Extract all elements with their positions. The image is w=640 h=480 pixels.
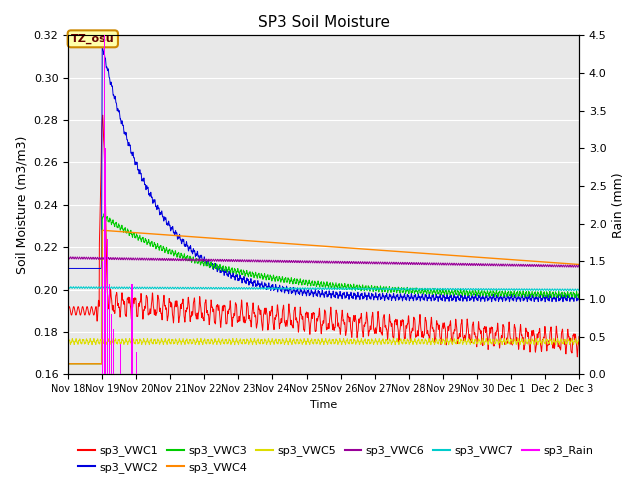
- sp3_VWC2: [575, 292, 583, 298]
- sp3_VWC3: [349, 284, 357, 290]
- sp3_VWC5: [534, 342, 541, 348]
- sp3_VWC6: [65, 254, 72, 260]
- sp3_VWC5: [545, 340, 552, 346]
- sp3_VWC3: [545, 295, 552, 300]
- sp3_VWC2: [472, 291, 479, 297]
- sp3_VWC1: [64, 308, 72, 314]
- sp3_VWC3: [530, 292, 538, 298]
- sp3_VWC5: [575, 336, 583, 342]
- sp3_VWC2: [541, 299, 549, 305]
- sp3_VWC2: [339, 296, 346, 301]
- sp3_VWC7: [349, 285, 357, 291]
- Bar: [136, 352, 137, 374]
- sp3_VWC7: [575, 288, 583, 294]
- sp3_VWC5: [64, 338, 72, 344]
- sp3_VWC6: [64, 254, 72, 260]
- sp3_VWC5: [472, 337, 479, 343]
- sp3_VWC3: [575, 290, 583, 296]
- sp3_VWC4: [349, 245, 357, 251]
- sp3_VWC7: [64, 284, 72, 289]
- Bar: [109, 284, 110, 374]
- sp3_VWC1: [573, 354, 581, 360]
- Line: sp3_VWC7: sp3_VWC7: [68, 287, 579, 291]
- sp3_VWC3: [100, 211, 108, 216]
- sp3_VWC1: [99, 112, 106, 118]
- sp3_VWC2: [349, 295, 357, 300]
- Line: sp3_VWC6: sp3_VWC6: [68, 257, 579, 267]
- Y-axis label: Rain (mm): Rain (mm): [612, 172, 625, 238]
- sp3_VWC5: [207, 340, 214, 346]
- sp3_VWC4: [207, 235, 214, 241]
- sp3_VWC7: [339, 287, 346, 292]
- sp3_VWC5: [530, 341, 538, 347]
- sp3_VWC2: [207, 261, 214, 267]
- Bar: [113, 329, 114, 374]
- sp3_VWC6: [472, 262, 479, 267]
- Y-axis label: Soil Moisture (m3/m3): Soil Moisture (m3/m3): [15, 136, 28, 274]
- sp3_VWC3: [64, 361, 72, 367]
- sp3_VWC1: [545, 341, 552, 347]
- sp3_VWC1: [339, 307, 346, 313]
- sp3_VWC4: [472, 254, 479, 260]
- sp3_VWC6: [575, 263, 583, 268]
- sp3_VWC7: [65, 284, 72, 289]
- sp3_VWC6: [545, 263, 552, 269]
- sp3_VWC6: [349, 260, 357, 265]
- sp3_VWC3: [472, 289, 479, 295]
- Bar: [102, 262, 103, 374]
- sp3_VWC5: [338, 341, 346, 347]
- sp3_VWC7: [545, 288, 552, 293]
- Line: sp3_VWC1: sp3_VWC1: [68, 115, 579, 357]
- sp3_VWC2: [64, 265, 72, 271]
- Bar: [111, 314, 112, 374]
- sp3_VWC2: [545, 296, 552, 301]
- sp3_VWC4: [530, 258, 538, 264]
- Line: sp3_VWC3: sp3_VWC3: [68, 214, 579, 364]
- Legend: sp3_VWC1, sp3_VWC2, sp3_VWC3, sp3_VWC4, sp3_VWC5, sp3_VWC6, sp3_VWC7, sp3_Rain: sp3_VWC1, sp3_VWC2, sp3_VWC3, sp3_VWC4, …: [74, 441, 598, 477]
- Bar: [105, 148, 106, 374]
- sp3_VWC6: [339, 259, 346, 265]
- sp3_VWC1: [472, 334, 479, 339]
- sp3_VWC6: [530, 262, 538, 268]
- sp3_VWC5: [536, 336, 543, 341]
- sp3_VWC4: [99, 228, 106, 233]
- Text: TZ_osu: TZ_osu: [71, 34, 115, 44]
- sp3_VWC7: [530, 287, 538, 292]
- sp3_VWC6: [207, 257, 214, 263]
- sp3_VWC1: [530, 332, 538, 337]
- sp3_VWC5: [349, 340, 357, 346]
- sp3_VWC4: [339, 245, 346, 251]
- sp3_VWC1: [575, 334, 583, 339]
- sp3_VWC2: [99, 43, 106, 49]
- sp3_VWC7: [207, 285, 214, 290]
- sp3_VWC4: [545, 259, 552, 265]
- sp3_VWC1: [207, 300, 214, 306]
- X-axis label: Time: Time: [310, 400, 337, 409]
- sp3_VWC7: [472, 286, 479, 291]
- Line: sp3_VWC4: sp3_VWC4: [68, 230, 579, 364]
- sp3_VWC4: [64, 361, 72, 367]
- Title: SP3 Soil Moisture: SP3 Soil Moisture: [257, 15, 390, 30]
- Line: sp3_VWC5: sp3_VWC5: [68, 338, 579, 345]
- sp3_VWC1: [349, 316, 357, 322]
- sp3_VWC2: [530, 298, 538, 304]
- sp3_VWC4: [575, 262, 583, 267]
- Line: sp3_VWC2: sp3_VWC2: [68, 46, 579, 302]
- sp3_VWC3: [339, 283, 346, 288]
- Bar: [120, 344, 121, 374]
- sp3_VWC3: [207, 260, 214, 266]
- Bar: [104, 36, 105, 374]
- Bar: [131, 284, 132, 374]
- sp3_VWC6: [574, 264, 582, 270]
